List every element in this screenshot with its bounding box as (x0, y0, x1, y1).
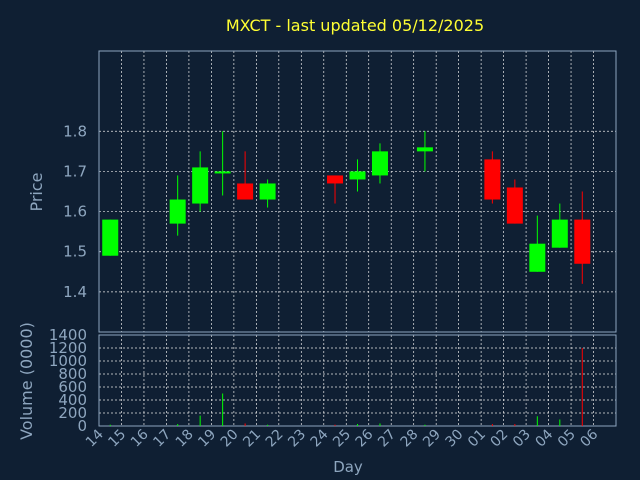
candle (237, 151, 254, 200)
volume-tick-label: 1200 (49, 339, 87, 357)
candle-body (484, 159, 501, 200)
price-gridlines (98, 51, 616, 332)
day-tick-label: 18 (173, 427, 197, 451)
volume-tick-label: 1400 (49, 326, 87, 344)
day-tick-label: 20 (218, 427, 242, 451)
candle-body (551, 219, 568, 248)
volume-tick-label: 600 (58, 378, 87, 396)
day-tick-label: 16 (128, 426, 152, 450)
day-tick-label: 28 (398, 427, 422, 451)
volume-tick-label: 800 (58, 365, 87, 383)
candlestick-series (102, 131, 591, 284)
day-tick-label: 04 (532, 426, 556, 450)
candle-body (349, 171, 366, 180)
candle-body (237, 183, 254, 200)
day-axis-label: Day (333, 458, 363, 476)
candle-body (529, 243, 546, 272)
candle (327, 175, 344, 204)
price-plot-frame (98, 50, 617, 333)
candle (574, 191, 591, 284)
candle (192, 151, 209, 212)
price-tick-label: 1.5 (63, 243, 87, 261)
price-tick-label: 1.4 (63, 283, 87, 301)
candle-body (192, 167, 209, 204)
candle (371, 143, 388, 184)
day-tick-label: 29 (420, 427, 444, 451)
candle (416, 131, 433, 172)
candle (484, 151, 501, 204)
day-tick-label: 21 (240, 427, 264, 451)
candle-body (371, 151, 388, 176)
day-axis-ticks: 1415161718192021222324252627282930010203… (83, 426, 601, 450)
candle (259, 179, 276, 208)
day-tick-label: 22 (263, 427, 287, 451)
day-tick-label: 03 (510, 427, 534, 451)
volume-tick-label: 200 (58, 404, 87, 422)
volume-tick-label: 1000 (49, 352, 87, 370)
price-tick-label: 1.6 (63, 203, 87, 221)
day-tick-label: 17 (150, 427, 174, 451)
day-tick-label: 05 (555, 427, 579, 451)
candle-body (214, 171, 231, 174)
day-tick-label: 23 (285, 427, 309, 451)
candle-body (574, 219, 591, 264)
day-tick-label: 19 (195, 427, 219, 451)
price-tick-label: 1.7 (63, 162, 87, 180)
day-tick-label: 15 (105, 427, 129, 451)
day-tick-label: 02 (488, 427, 512, 451)
candle-body (416, 147, 433, 152)
day-tick-label: 30 (443, 427, 467, 451)
candle-body (102, 219, 119, 256)
candle-body (327, 175, 344, 184)
day-tick-label: 26 (353, 426, 377, 450)
candle (349, 159, 366, 192)
chart-title: MXCT - last updated 05/12/2025 (226, 16, 484, 35)
volume-tick-label: 400 (58, 391, 87, 409)
candle-body (506, 187, 523, 224)
volume-series (109, 348, 583, 426)
volume-gridlines (98, 334, 616, 427)
candle (551, 203, 568, 248)
candle (169, 175, 186, 236)
day-tick-label: 25 (330, 427, 354, 451)
candle-body (259, 183, 276, 200)
candle (506, 179, 523, 224)
price-tick-label: 1.8 (63, 122, 87, 140)
price-axis-ticks: 1.4 1.5 1.6 1.7 1.8 (63, 122, 87, 301)
day-tick-label: 06 (577, 426, 601, 450)
volume-plot-frame (98, 334, 617, 427)
day-tick-label: 24 (308, 426, 332, 450)
candle (529, 215, 546, 272)
volume-axis-label: Volume (0000) (17, 322, 36, 440)
candle-body (169, 199, 186, 224)
candle (102, 219, 119, 256)
price-axis-label: Price (27, 172, 46, 211)
day-tick-label: 27 (375, 427, 399, 451)
candle (214, 131, 231, 196)
day-tick-label: 01 (465, 427, 489, 451)
volume-tick-label: 0 (77, 417, 87, 435)
